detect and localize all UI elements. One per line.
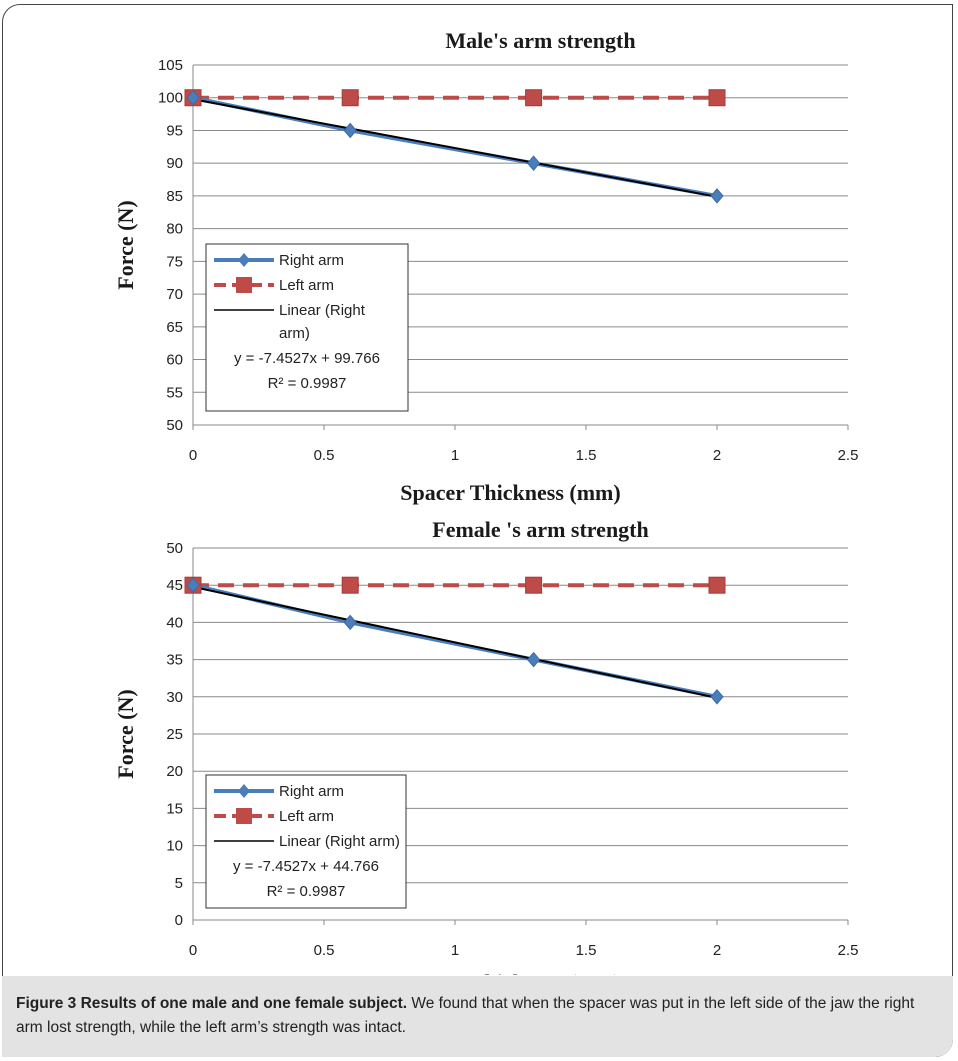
caption-label: Figure 3 Results of one male and one fem… xyxy=(16,995,408,1012)
y-axis-title: Force (N) xyxy=(113,689,138,778)
chart-title: Male's arm strength xyxy=(445,28,635,53)
y-tick-label: 85 xyxy=(166,188,183,205)
x-tick-label: 1.5 xyxy=(576,942,597,959)
left-arm-point xyxy=(708,576,726,594)
y-tick-label: 45 xyxy=(166,577,183,594)
y-tick-label: 70 xyxy=(166,286,183,303)
right-arm-point xyxy=(343,122,357,139)
left-arm-point xyxy=(341,89,359,107)
x-axis-title: Spacer Thickness (mm) xyxy=(400,970,620,975)
y-tick-label: 50 xyxy=(166,417,183,434)
y-tick-label: 40 xyxy=(166,614,183,631)
legend-marker-right-arm xyxy=(238,253,250,267)
trendline-equation: y = -7.4527x + 99.766 xyxy=(234,350,380,367)
y-tick-label: 90 xyxy=(166,155,183,172)
legend-marker-left-arm xyxy=(236,808,252,824)
legend-label-right-arm: Right arm xyxy=(279,783,344,800)
right-arm-point xyxy=(343,614,357,631)
x-tick-label: 0 xyxy=(189,447,197,464)
right-arm-point xyxy=(710,188,724,204)
legend: Right arm Left arm Linear (Right arm) y = -… xyxy=(205,774,407,909)
legend-label-right-arm: Right arm xyxy=(279,252,344,269)
y-tick-label: 105 xyxy=(158,57,183,74)
right-arm-point xyxy=(526,651,541,668)
y-axis-title: Force (N) xyxy=(113,200,138,289)
x-tick-label: 0.5 xyxy=(314,942,335,959)
y-tick-label: 35 xyxy=(166,652,183,669)
left-arm-point xyxy=(708,89,726,107)
right-arm-point xyxy=(526,155,541,171)
figure-caption: Figure 3 Results of one male and one fem… xyxy=(2,976,953,1057)
y-tick-label: 100 xyxy=(158,90,183,107)
legend-box xyxy=(205,243,409,412)
y-tick-label: 65 xyxy=(166,319,183,336)
series-line-right-arm xyxy=(192,583,718,699)
chart-female: Female 's arm strength051015202530354045… xyxy=(113,517,858,975)
right-arm-point xyxy=(186,89,200,106)
right-arm-point xyxy=(186,577,200,593)
y-tick-label: 60 xyxy=(166,352,183,369)
trendline-r-squared: R² = 0.9987 xyxy=(268,375,347,392)
y-tick-label: 0 xyxy=(175,912,183,929)
y-tick-label: 5 xyxy=(175,875,183,892)
x-tick-label: 1 xyxy=(451,447,459,464)
caption-text: We found that when the spacer was put in… xyxy=(16,995,915,1036)
y-tick-label: 30 xyxy=(166,689,183,706)
legend: Right arm Left arm Linear (Right arm) y = -7… xyxy=(205,243,409,412)
legend-label-left-arm: Left arm xyxy=(279,277,334,294)
y-tick-label: 10 xyxy=(166,838,183,855)
x-tick-label: 0 xyxy=(189,942,197,959)
trendline-equation: y = -7.4527x + 44.766 xyxy=(233,858,379,875)
trendline-right-arm xyxy=(192,585,718,699)
left-arm-point xyxy=(525,576,543,594)
y-tick-label: 50 xyxy=(166,540,183,557)
right-arm-point xyxy=(710,689,724,705)
x-tick-label: 1 xyxy=(451,942,459,959)
legend-label-left-arm: Left arm xyxy=(279,808,334,825)
chart-male: Male's arm strength 50 55 60 65 70 75 80 85 90 95 1… xyxy=(113,28,858,505)
x-tick-label: 2 xyxy=(713,447,721,464)
figure-charts: Male's arm strength505560657075808590951… xyxy=(113,28,858,975)
trendline-r-squared: R² = 0.9987 xyxy=(267,883,346,900)
y-tick-label: 95 xyxy=(166,122,183,139)
y-tick-label: 55 xyxy=(166,384,183,401)
y-tick-label: 20 xyxy=(166,763,183,780)
legend-label-trendline: Linear (Right xyxy=(279,302,366,319)
x-tick-label: 2 xyxy=(713,942,721,959)
x-tick-label: 1.5 xyxy=(576,447,597,464)
y-tick-label: 25 xyxy=(166,726,183,743)
legend-label-trendline: arm) xyxy=(279,325,310,342)
chart-title: Female 's arm strength xyxy=(432,517,649,542)
y-tick-label: 75 xyxy=(166,253,183,270)
left-arm-point xyxy=(341,576,359,594)
x-tick-label: 2.5 xyxy=(838,447,859,464)
left-arm-point xyxy=(525,89,543,107)
trendline-right-arm xyxy=(192,98,718,198)
legend-marker-right-arm xyxy=(238,784,250,798)
x-tick-label: 0.5 xyxy=(314,447,335,464)
x-axis-title: Spacer Thickness (mm) xyxy=(400,480,620,505)
x-tick-label: 2.5 xyxy=(838,942,859,959)
y-tick-label: 15 xyxy=(166,800,183,817)
y-tick-label: 80 xyxy=(166,221,183,238)
legend-marker-left-arm xyxy=(236,277,252,293)
legend-label-trendline: Linear (Right arm) xyxy=(279,833,400,850)
